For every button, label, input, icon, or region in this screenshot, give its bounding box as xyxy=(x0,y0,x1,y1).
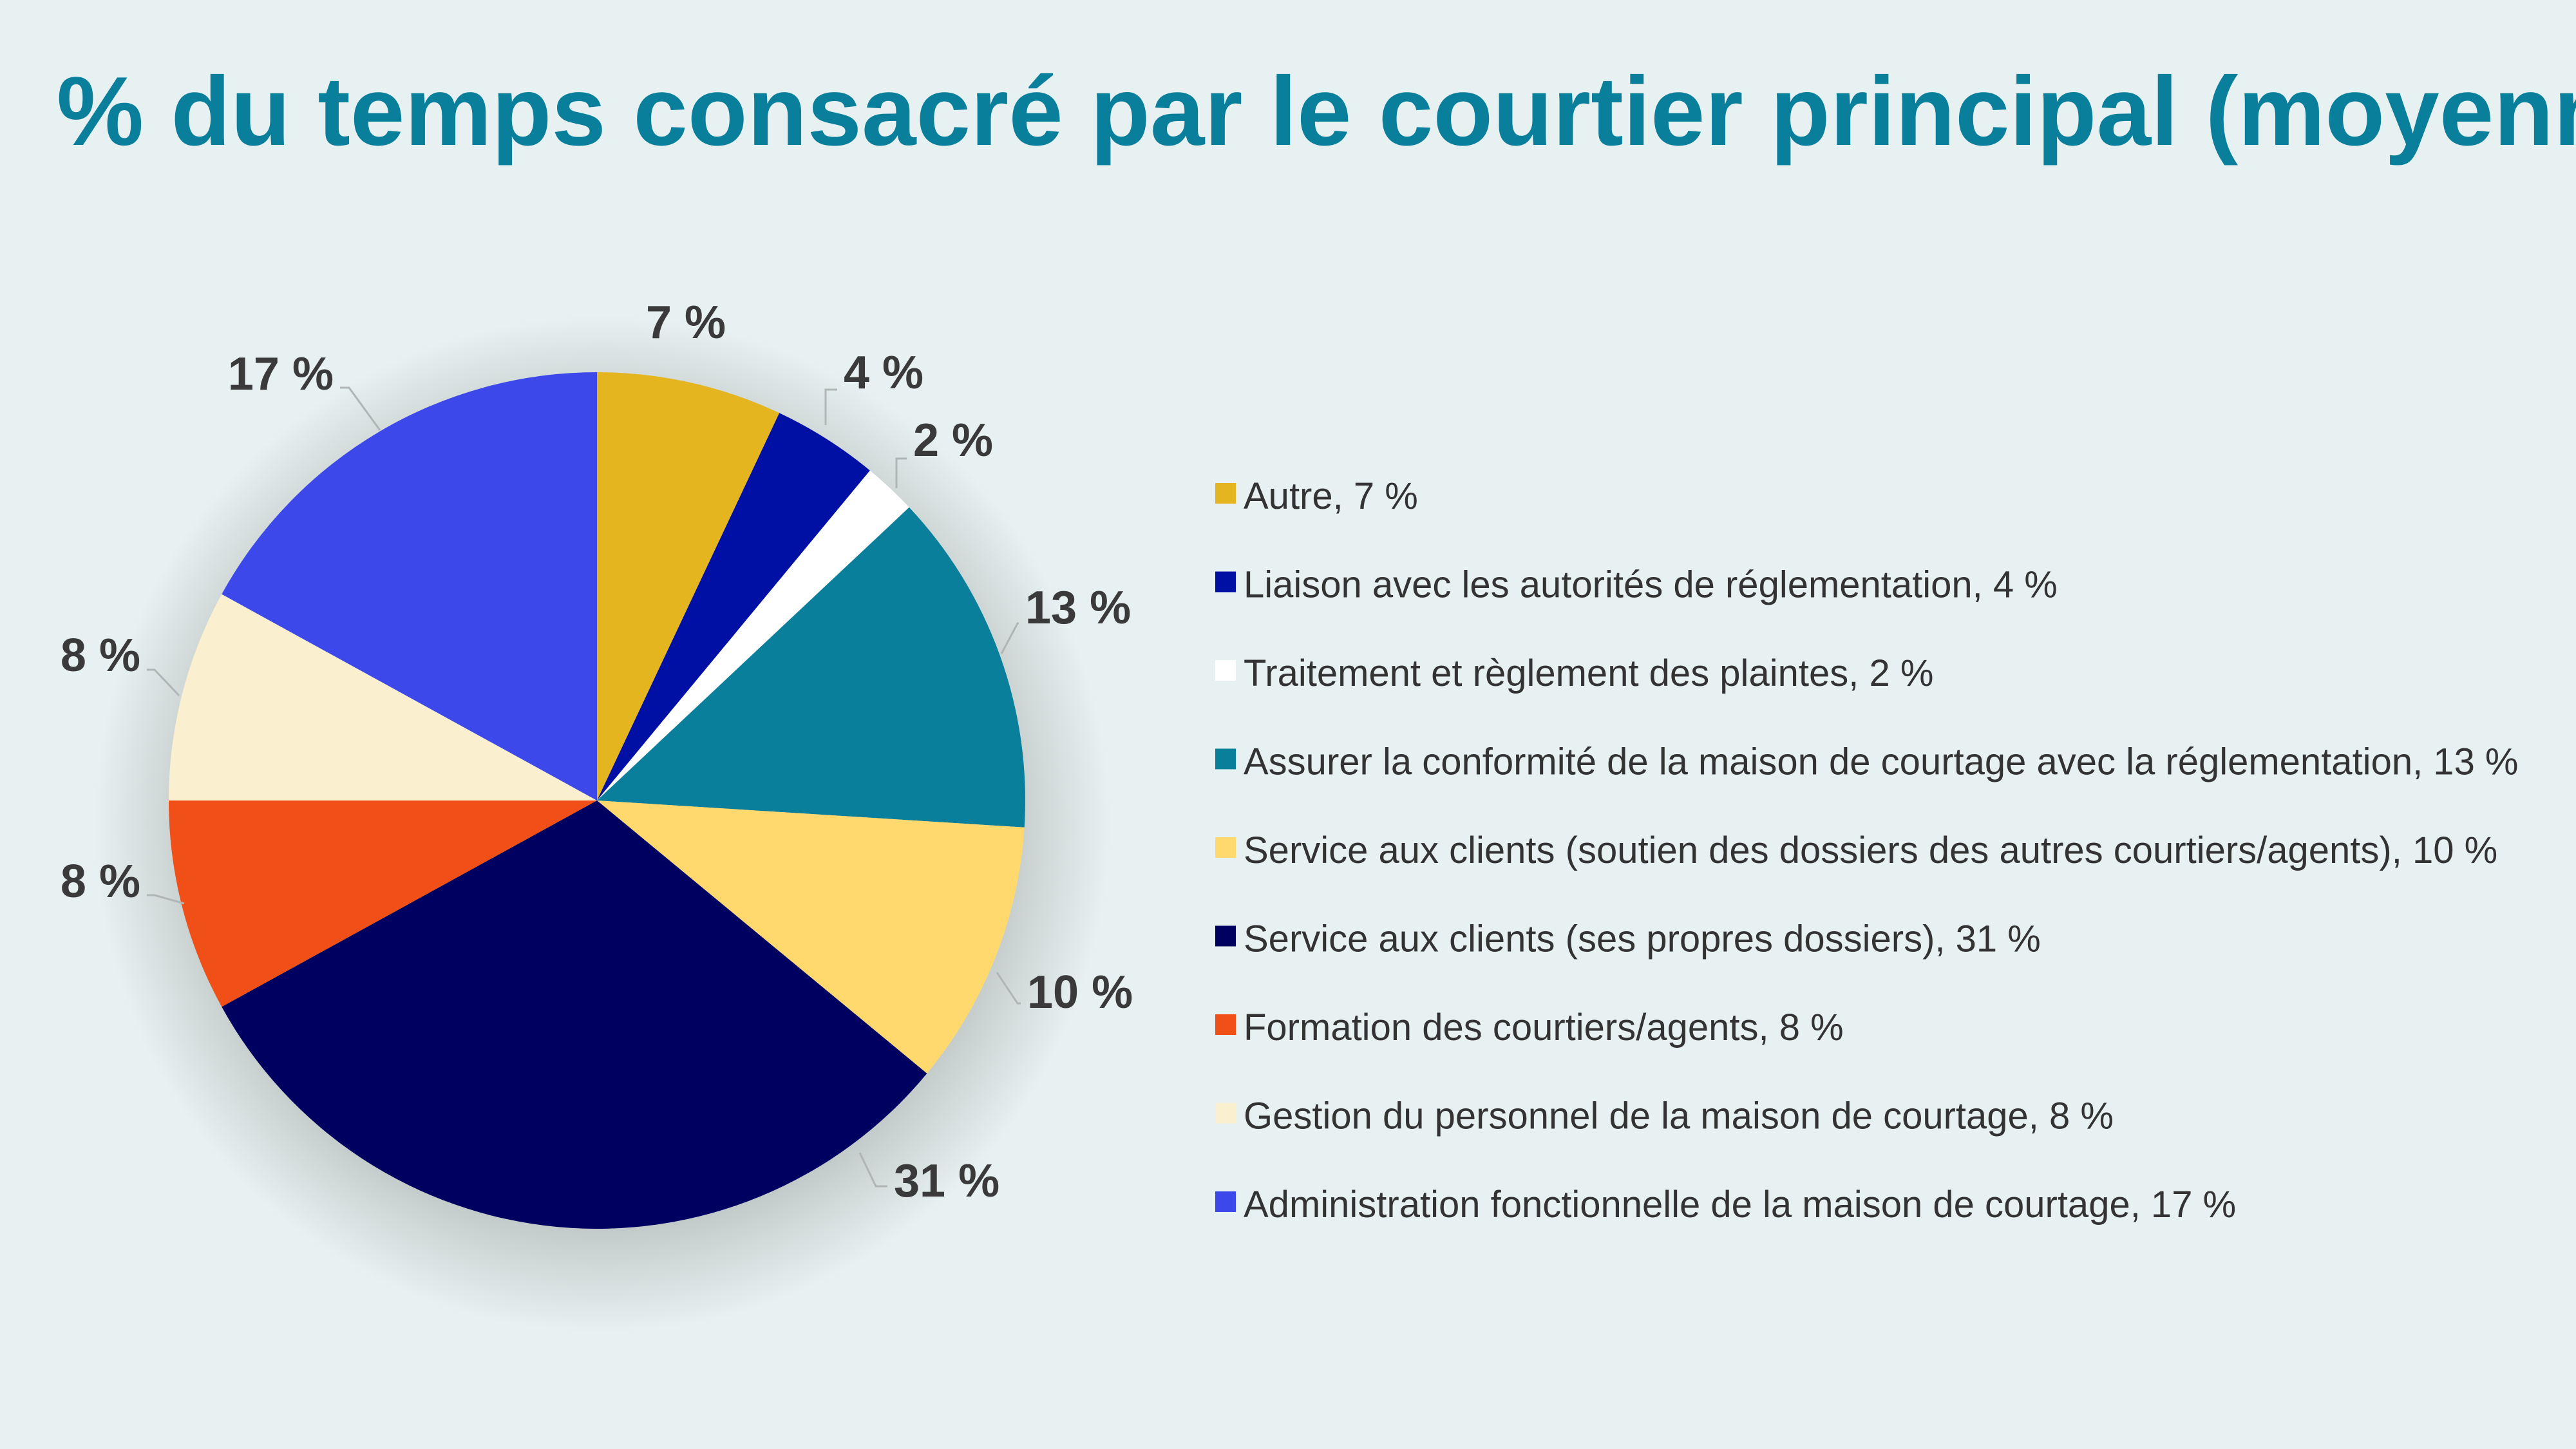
leader-line-7 xyxy=(147,894,185,905)
pie-slice-8 xyxy=(169,594,597,800)
legend-swatch-4 xyxy=(1215,748,1236,770)
legend-swatch-7 xyxy=(1215,1014,1236,1035)
pie-slice-1 xyxy=(597,372,780,800)
legend-label-8: Gestion du personnel de la maison de cou… xyxy=(1244,1095,2114,1137)
slice-labels: 7 % 4 % 2 % 13 % 10 % 31 % 8 % 8 % 17 % xyxy=(61,297,1133,1207)
legend-label-6: Service aux clients (ses propres dossier… xyxy=(1244,918,2041,960)
leader-line-2 xyxy=(824,388,837,425)
legend-swatch-2 xyxy=(1215,571,1236,592)
slice-label-3: 2 % xyxy=(913,415,993,466)
pie-slice-2 xyxy=(597,413,870,800)
legend: Autre, 7 % Liaison avec les autorités de … xyxy=(1215,475,2519,1226)
slice-label-8: 8 % xyxy=(61,630,140,681)
leader-line-8 xyxy=(147,668,180,697)
legend-label-5: Service aux clients (soutien des dossier… xyxy=(1244,829,2497,871)
legend-swatch-1 xyxy=(1215,483,1236,504)
slice-label-7: 8 % xyxy=(61,856,140,907)
pie-slice-9 xyxy=(222,372,597,800)
leader-lines xyxy=(147,386,1021,1188)
leader-line-4 xyxy=(1000,622,1019,654)
leader-line-3 xyxy=(895,457,907,488)
pie-slice-4 xyxy=(597,507,1026,828)
pie-slice-3 xyxy=(597,470,909,800)
legend-swatch-6 xyxy=(1215,925,1236,947)
slice-label-1: 7 % xyxy=(646,297,726,348)
pie-slice-6 xyxy=(222,800,927,1229)
legend-label-3: Traitement et règlement des plaintes, 2 … xyxy=(1244,652,1933,694)
leader-line-6 xyxy=(858,1152,887,1188)
legend-swatch-3 xyxy=(1215,660,1236,681)
slice-label-2: 4 % xyxy=(844,347,923,399)
leader-line-5 xyxy=(996,972,1021,1005)
legend-label-9: Administration fonctionnelle de la maiso… xyxy=(1244,1184,2236,1226)
slice-label-9: 17 % xyxy=(228,348,334,400)
legend-swatch-9 xyxy=(1215,1191,1236,1212)
slice-label-6: 31 % xyxy=(894,1155,999,1207)
pie-slice-5 xyxy=(597,800,1025,1074)
leader-line-9 xyxy=(340,386,381,431)
legend-label-2: Liaison avec les autorités de réglementa… xyxy=(1244,564,2058,606)
slice-label-5: 10 % xyxy=(1027,967,1133,1018)
chart-title: % du temps consacré par le courtier prin… xyxy=(57,57,2576,166)
slice-label-4: 13 % xyxy=(1025,582,1131,634)
legend-label-1: Autre, 7 % xyxy=(1244,475,1418,517)
legend-swatch-5 xyxy=(1215,837,1236,858)
legend-label-4: Assurer la conformité de la maison de co… xyxy=(1244,741,2519,783)
legend-swatch-8 xyxy=(1215,1103,1236,1124)
legend-label-7: Formation des courtiers/agents, 8 % xyxy=(1244,1007,1844,1048)
pie-slices xyxy=(169,372,1026,1229)
pie-slice-7 xyxy=(169,800,597,1007)
